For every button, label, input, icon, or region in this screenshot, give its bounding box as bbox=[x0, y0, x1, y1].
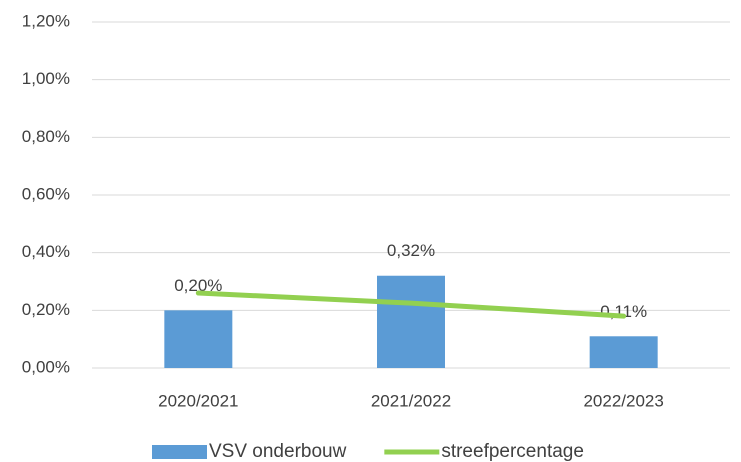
bar bbox=[589, 336, 658, 368]
legend-label: streefpercentage bbox=[441, 441, 584, 462]
line bbox=[195, 290, 627, 319]
legend-label: VSV onderbouw bbox=[209, 441, 347, 462]
legend-swatch bbox=[152, 445, 207, 459]
y-tick-label: 0,00% bbox=[22, 357, 70, 376]
y-tick-label: 0,20% bbox=[22, 300, 70, 319]
y-tick-label: 1,20% bbox=[22, 11, 70, 30]
x-tick-label: 2021/2022 bbox=[371, 391, 451, 410]
y-tick-label: 1,00% bbox=[22, 69, 70, 88]
bar bbox=[377, 275, 445, 368]
y-tick-label: 0,80% bbox=[22, 127, 70, 146]
data-label: 0,32% bbox=[387, 241, 435, 260]
data-label: 0,20% bbox=[174, 276, 222, 295]
x-tick-label: 2020/2021 bbox=[158, 391, 238, 410]
x-tick-label: 2022/2023 bbox=[583, 391, 663, 410]
y-tick-label: 0,60% bbox=[22, 184, 70, 203]
bar bbox=[164, 310, 233, 368]
y-tick-label: 0,40% bbox=[22, 242, 70, 261]
